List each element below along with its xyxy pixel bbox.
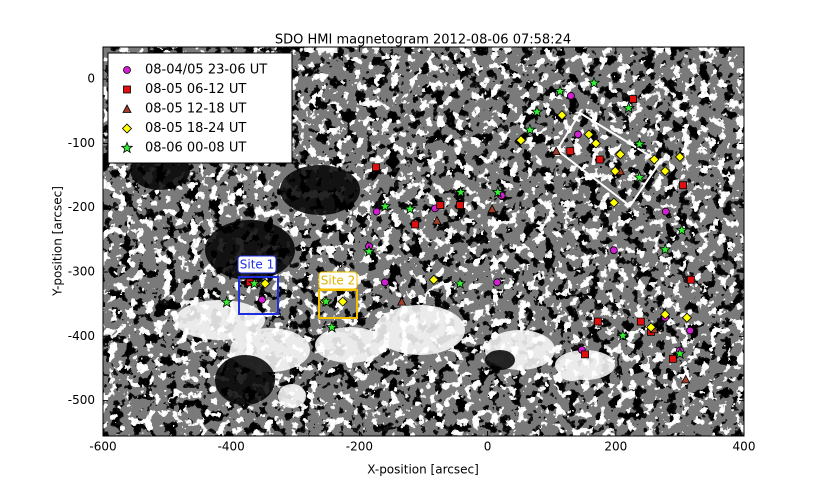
annotation: Site 1	[240, 258, 275, 272]
x-tick-label: -400	[218, 440, 245, 454]
chart-title: SDO HMI magnetogram 2012-08-06 07:58:24	[275, 33, 571, 48]
y-tick-label: 0	[87, 72, 95, 86]
marker	[122, 104, 132, 113]
marker	[610, 166, 621, 177]
marker	[686, 275, 695, 284]
marker	[372, 207, 381, 216]
y-tick-label: -200	[68, 200, 95, 214]
marker	[681, 312, 693, 323]
marker	[567, 91, 575, 100]
x-tick-label: -600	[89, 440, 116, 454]
legend-label: 08-04/05 23-06 UT	[145, 63, 267, 78]
marker	[660, 309, 671, 320]
x-tick-label: -200	[346, 440, 373, 454]
marker	[660, 166, 671, 177]
marker	[220, 295, 234, 308]
marker	[515, 135, 526, 146]
x-tick-label: 200	[604, 440, 627, 454]
marker	[523, 123, 537, 136]
marker	[337, 296, 348, 307]
y-tick-label: -500	[68, 393, 95, 407]
marker	[456, 201, 464, 210]
marker	[615, 149, 626, 160]
marker	[487, 204, 497, 213]
marker	[633, 170, 646, 183]
marker	[587, 76, 601, 89]
marker	[595, 155, 604, 164]
marker	[583, 129, 594, 140]
marker	[675, 223, 689, 236]
y-tick-label: -400	[68, 329, 95, 343]
marker	[556, 110, 568, 121]
x-tick-label: 400	[733, 440, 756, 454]
marker	[593, 317, 602, 326]
marker	[411, 220, 420, 229]
marker	[454, 185, 468, 198]
marker	[403, 202, 417, 215]
y-axis-label: Y-position [arcsec]	[51, 186, 65, 297]
marker	[679, 181, 688, 190]
marker	[681, 374, 691, 384]
marker	[590, 138, 601, 149]
marker	[436, 201, 445, 210]
marker	[629, 95, 638, 103]
marker	[581, 350, 589, 359]
marker	[609, 246, 618, 255]
legend-label: 08-05 18-24 UT	[145, 121, 246, 136]
marker	[258, 295, 266, 304]
marker	[616, 329, 630, 342]
marker	[530, 105, 544, 118]
marker	[658, 242, 672, 255]
marker	[673, 347, 687, 360]
marker	[319, 294, 333, 307]
marker	[325, 320, 339, 333]
marker	[397, 296, 407, 306]
marker	[553, 84, 567, 97]
marker	[649, 154, 660, 165]
marker	[491, 185, 505, 198]
marker	[120, 141, 134, 154]
marker	[453, 276, 467, 289]
marker	[381, 278, 389, 287]
y-tick-label: -300	[68, 265, 95, 279]
plot-frame	[102, 46, 745, 437]
marker	[372, 163, 380, 172]
marker	[121, 123, 133, 134]
marker	[551, 146, 561, 156]
site-boxes	[237, 111, 662, 319]
marker	[428, 274, 439, 285]
marker	[566, 147, 575, 156]
marker	[674, 151, 685, 163]
marker	[668, 354, 677, 363]
marker	[260, 278, 271, 289]
marker	[633, 137, 646, 150]
marker	[608, 197, 619, 208]
legend-label: 08-05 06-12 UT	[145, 82, 246, 97]
marker	[493, 278, 502, 287]
legend	[107, 52, 293, 164]
marker	[432, 215, 442, 225]
marker	[378, 199, 392, 212]
marker	[636, 317, 645, 326]
marker	[247, 276, 261, 289]
marker	[686, 326, 695, 335]
marker	[362, 244, 376, 257]
annotation: Site 2	[321, 274, 356, 288]
x-tick-label: 0	[484, 440, 492, 454]
marker	[123, 85, 131, 94]
marker	[123, 66, 131, 74]
marker	[645, 322, 657, 333]
y-tick-label: -100	[68, 136, 95, 150]
legend-label: 08-06 00-08 UT	[145, 141, 246, 156]
legend-label: 08-05 12-18 UT	[145, 102, 246, 117]
marker	[661, 207, 670, 216]
marker	[574, 130, 582, 139]
marker	[622, 101, 635, 114]
x-axis-label: X-position [arcsec]	[367, 463, 479, 477]
